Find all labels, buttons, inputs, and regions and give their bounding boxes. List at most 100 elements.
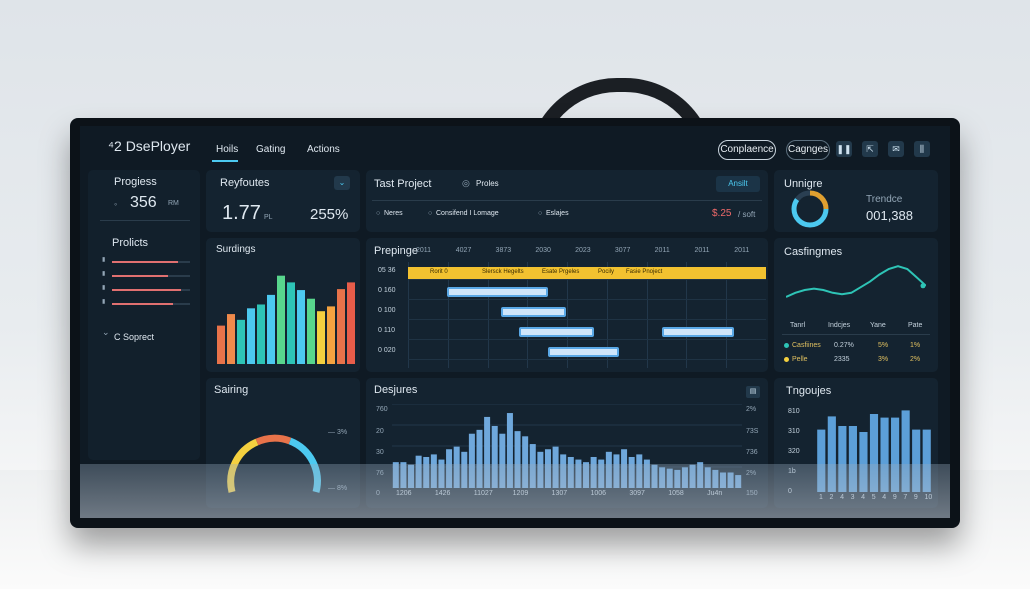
gantt-column-header: 4027 (455, 247, 472, 254)
histogram-bar (522, 436, 529, 488)
small-bar (869, 414, 879, 492)
gantt-task-bar[interactable] (501, 307, 566, 317)
gantt-task-bar[interactable] (447, 287, 548, 297)
x-axis-tick: 9 (892, 494, 897, 501)
ring-segment (791, 190, 829, 228)
sidebar-footer-link[interactable]: C Soprect (114, 332, 155, 342)
line-chart-panel: Casfingmes Tanrl Indcjes Yane Pate Casfiines… (774, 238, 938, 372)
project-tag: Proles (476, 179, 499, 188)
option-neres[interactable]: Neres (384, 210, 403, 217)
histogram-bar (484, 416, 491, 488)
x-axis-tick: 4 (861, 494, 866, 501)
x-axis-tick: 1206 (396, 490, 412, 497)
gantt-rowline (408, 359, 766, 360)
x-axis-tick: 1426 (434, 490, 451, 497)
changes-button[interactable]: Cagnges (786, 140, 830, 160)
histogram-bar (468, 433, 475, 488)
small-bar (848, 426, 857, 492)
bar (327, 306, 335, 364)
legend-value: 3% (878, 356, 889, 363)
histogram-bar (453, 446, 460, 488)
histogram-bar (499, 433, 506, 488)
bar (227, 314, 235, 364)
y-axis-label-right: 2% (746, 406, 757, 413)
y-axis-label: 1b (788, 468, 796, 475)
option-consifend[interactable]: Consifend I Lomage (436, 210, 499, 217)
small-bar (922, 429, 931, 492)
bar (317, 311, 325, 364)
compliance-button[interactable]: Conplaence (718, 140, 776, 160)
option-eslajes[interactable]: Eslajes (546, 210, 569, 217)
gantt-banner-item: Fasie Pnoject (626, 269, 663, 275)
gantt-banner (408, 267, 766, 279)
histogram-bar (537, 451, 544, 488)
divider (100, 220, 190, 221)
gantt-row-label: 0 020 (378, 347, 396, 354)
bar-chart-title: Surdings (216, 244, 256, 255)
gantt-row-label: 0 160 (378, 287, 396, 294)
bar (347, 282, 355, 364)
histogram-title: Desjures (374, 384, 418, 396)
histogram-bar (476, 429, 483, 488)
histogram-bar (590, 456, 597, 488)
bar (257, 304, 265, 364)
x-axis-tick: 1 (819, 494, 823, 501)
project-panel: Tast Project ◎ Proles Ansilt ○ Neres ○ C… (366, 170, 768, 232)
gantt-task-bar[interactable] (547, 347, 620, 357)
gantt-gridline (567, 262, 569, 368)
gantt-banner-item: Rorit 0 (430, 269, 448, 275)
small-bar (912, 429, 921, 492)
x-axis-tick: 1307 (551, 490, 568, 497)
chevron-down-icon[interactable]: ⌄ (102, 327, 110, 337)
gantt-column-header: 2011 (734, 247, 750, 254)
bar-chart (217, 275, 355, 364)
histogram-menu-icon[interactable]: ▤ (746, 386, 760, 398)
project-amount: $.25 (712, 208, 732, 219)
nav-tab-gating[interactable]: Gating (256, 144, 286, 155)
histogram-bar (506, 413, 513, 488)
y-axis-label-left: 760 (376, 406, 388, 413)
analysis-button[interactable]: Ansilt (716, 176, 760, 192)
bar (217, 325, 225, 364)
kpi-dropdown-icon[interactable]: ⌄ (334, 176, 350, 190)
kpi-unit: PL (264, 214, 273, 221)
ring-subtitle: Trendce (866, 194, 903, 205)
columns-icon[interactable]: ⫼ (914, 141, 930, 157)
gantt-banner-item: Pocily (598, 269, 615, 275)
line-end-point (920, 283, 926, 289)
small-bar (891, 417, 900, 492)
histogram-bar (438, 459, 445, 488)
gauge-label-bottom: — 8% (328, 485, 348, 492)
active-tab-indicator (212, 160, 238, 162)
small-bar (817, 429, 826, 492)
line-chart (786, 265, 926, 298)
bar-chart-panel: Surdings (206, 238, 360, 372)
play-pause-icon[interactable]: ❚❚ (836, 141, 852, 157)
legend-value: 5% (878, 342, 889, 349)
gantt-row-label: 0 100 (378, 307, 396, 314)
radio-icon[interactable]: ○ (376, 210, 381, 217)
clock-icon: ◦ (114, 199, 118, 209)
histogram-bar (575, 459, 582, 488)
x-axis-tick: 2 (829, 494, 834, 501)
x-axis-tick: Yane (870, 322, 886, 329)
line-series (786, 265, 926, 298)
y-axis-label: 310 (788, 428, 800, 435)
gantt-banner-item: Esate Prgeles (542, 269, 580, 275)
gantt-task-bar[interactable] (518, 327, 595, 337)
gantt-title: Prepinge (374, 245, 419, 257)
gantt-gridline (646, 262, 648, 368)
gantt-task-bar[interactable] (662, 327, 734, 337)
mail-icon[interactable]: ✉ (888, 141, 904, 157)
radio-icon[interactable]: ○ (428, 210, 433, 217)
bar (277, 275, 285, 364)
nav-tab-actions[interactable]: Actions (307, 144, 340, 155)
export-icon[interactable]: ⇱ (862, 141, 878, 157)
x-axis-tick: 4 (882, 494, 887, 501)
nav-tab-hoils[interactable]: Hoils (216, 144, 239, 155)
radio-icon[interactable]: ○ (538, 210, 543, 217)
ring-title: Unnigre (784, 178, 823, 190)
bar (247, 308, 255, 364)
app-logo[interactable]: ⁴2 DsePloyer (108, 138, 191, 154)
small-bar-panel: Tngoujes 810 310 320 1b 0 1 2 4 3 4 5 4 9 7 9 10 (774, 378, 938, 508)
